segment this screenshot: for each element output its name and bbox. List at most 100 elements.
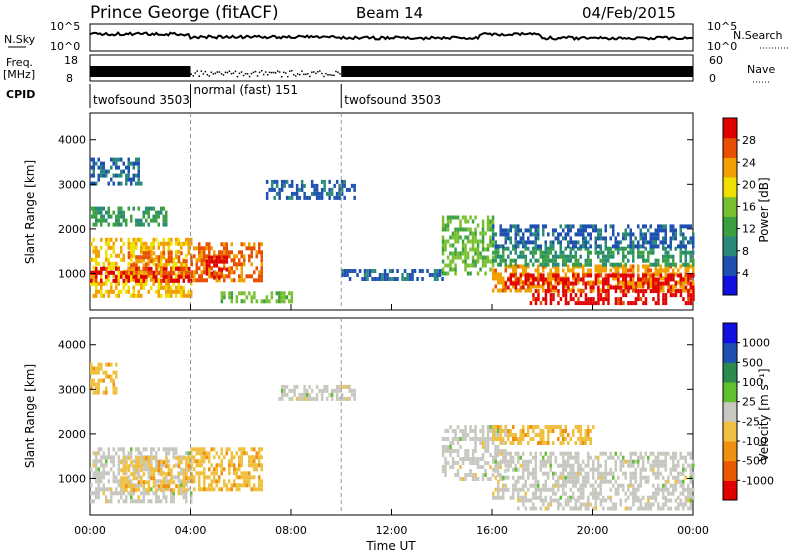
velocity-cell: [112, 390, 115, 395]
power-cell: [92, 257, 95, 262]
power-cell: [105, 169, 108, 174]
velocity-cell: [165, 475, 168, 480]
power-cell: [504, 262, 507, 267]
power-cell: [647, 250, 650, 255]
power-cell: [248, 258, 251, 263]
velocity-cell: [657, 487, 660, 492]
velocity-cell: [609, 451, 612, 456]
velocity-cell: [157, 464, 161, 469]
power-cell: [270, 295, 274, 300]
velocity-cell: [122, 476, 126, 481]
power-cell: [117, 281, 120, 286]
power-cell: [115, 274, 118, 279]
velocity-cell: [175, 475, 178, 480]
power-cell: [451, 231, 455, 236]
velocity-cell: [484, 445, 487, 449]
power-cell: [228, 270, 231, 275]
velocity-cell: [100, 463, 103, 468]
velocity-cell: [554, 455, 557, 460]
power-cell: [376, 277, 379, 281]
velocity-cell: [612, 471, 615, 476]
velocity-cell: [444, 465, 447, 469]
power-cell: [433, 269, 437, 273]
power-cell: [514, 285, 518, 290]
velocity-cell: [320, 388, 324, 393]
power-cell: [664, 224, 667, 229]
power-cell: [213, 259, 216, 264]
velocity-cell: [537, 487, 540, 492]
velocity-cell: [552, 491, 555, 496]
velocity-cell: [444, 457, 447, 461]
power-cell: [125, 181, 128, 186]
power-cell: [537, 297, 540, 302]
power-cell: [406, 277, 409, 281]
power-cell: [145, 245, 148, 250]
power-cell: [117, 266, 120, 271]
velocity-cell: [228, 459, 231, 464]
power-cell: [248, 242, 251, 247]
power-cell: [125, 274, 128, 279]
velocity-cell: [225, 447, 228, 452]
velocity-cell: [519, 495, 522, 500]
power-cell: [552, 288, 555, 293]
velocity-cell: [140, 491, 143, 496]
power-cell: [662, 276, 665, 281]
velocity-cell: [657, 483, 660, 488]
velocity-cell: [669, 483, 672, 488]
power-cell: [175, 255, 178, 260]
velocity-cell: [110, 455, 113, 460]
velocity-cell: [539, 487, 542, 492]
velocity-cell: [479, 457, 482, 461]
velocity-cell: [504, 463, 507, 468]
power-cell: [167, 255, 171, 260]
velocity-cell: [564, 479, 567, 484]
power-cell: [529, 284, 532, 289]
power-cell: [162, 251, 166, 256]
power-cell: [557, 232, 560, 237]
power-cell: [353, 195, 356, 200]
power-cell: [107, 169, 110, 174]
power-cell: [230, 295, 234, 300]
velocity-cell: [446, 461, 450, 465]
velocity-y-tick-label: 1000: [58, 472, 86, 485]
power-cell: [492, 268, 495, 273]
power-cell: [253, 291, 256, 296]
velocity-cell: [451, 465, 455, 469]
power-cell: [622, 284, 625, 289]
velocity-cell: [669, 471, 672, 476]
power-cell: [459, 255, 462, 260]
velocity-cell: [283, 384, 286, 389]
velocity-cell: [155, 468, 158, 473]
power-cell: [466, 239, 470, 244]
power-cell: [97, 218, 100, 223]
velocity-cell: [248, 475, 251, 480]
velocity-cell: [529, 459, 532, 464]
power-cell: [494, 246, 497, 251]
velocity-cell: [213, 471, 216, 476]
power-cell: [130, 245, 133, 250]
power-cell: [127, 157, 130, 162]
velocity-region: [190, 447, 263, 492]
power-cell: [564, 281, 568, 286]
power-cell: [562, 250, 565, 255]
power-cell: [677, 289, 680, 294]
power-cell: [368, 273, 372, 277]
power-cell: [532, 240, 535, 245]
velocity-cell: [147, 464, 151, 469]
velocity-cell: [479, 437, 482, 441]
velocity-cell: [182, 491, 185, 496]
power-cell: [534, 277, 538, 282]
velocity-cell: [539, 491, 542, 496]
power-cell: [160, 257, 163, 262]
velocity-cell: [689, 467, 692, 472]
power-cell: [451, 243, 455, 248]
velocity-cell: [300, 392, 304, 397]
power-cell: [283, 291, 286, 296]
power-cell: [112, 245, 115, 250]
power-cell: [343, 183, 346, 188]
velocity-cell: [185, 499, 188, 504]
power-cell: [147, 261, 150, 266]
velocity-cell: [672, 475, 675, 480]
velocity-cell: [629, 459, 632, 464]
power-cell: [112, 261, 115, 266]
